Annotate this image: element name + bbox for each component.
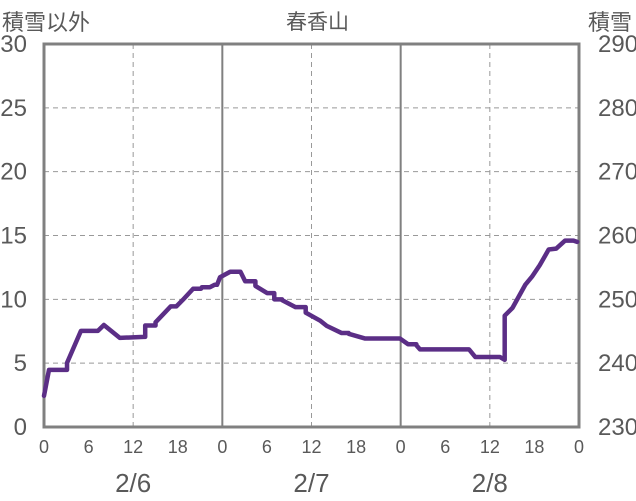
svg-text:2/7: 2/7 [293,468,329,498]
svg-text:2/8: 2/8 [472,468,508,498]
svg-text:0: 0 [396,437,406,457]
svg-text:18: 18 [168,437,188,457]
svg-text:12: 12 [480,437,500,457]
svg-text:30: 30 [0,31,27,58]
svg-text:230: 230 [598,414,636,441]
svg-text:290: 290 [598,31,636,58]
svg-text:10: 10 [0,286,27,313]
svg-text:260: 260 [598,223,636,250]
svg-text:0: 0 [574,437,584,457]
svg-text:15: 15 [0,223,27,250]
svg-text:6: 6 [84,437,94,457]
svg-text:270: 270 [598,159,636,186]
svg-text:2/6: 2/6 [115,468,151,498]
svg-text:20: 20 [0,159,27,186]
svg-text:18: 18 [524,437,544,457]
svg-text:6: 6 [262,437,272,457]
svg-text:240: 240 [598,350,636,377]
svg-text:12: 12 [301,437,321,457]
svg-text:5: 5 [14,350,27,377]
svg-text:0: 0 [39,437,49,457]
svg-text:18: 18 [346,437,366,457]
svg-text:0: 0 [14,414,27,441]
svg-text:280: 280 [598,95,636,122]
svg-text:6: 6 [440,437,450,457]
svg-text:250: 250 [598,286,636,313]
svg-text:12: 12 [123,437,143,457]
svg-text:0: 0 [217,437,227,457]
svg-text:25: 25 [0,95,27,122]
